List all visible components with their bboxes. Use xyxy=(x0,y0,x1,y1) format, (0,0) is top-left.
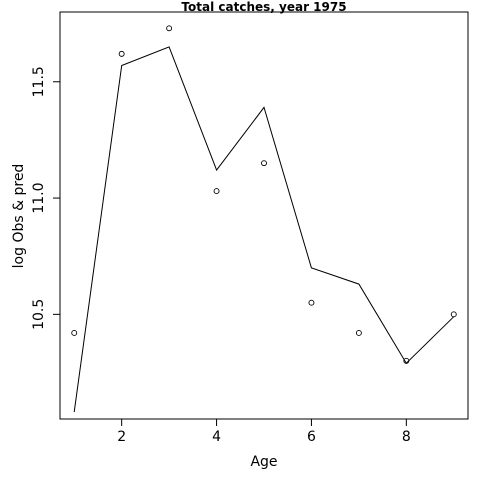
x-axis-label: Age xyxy=(250,454,277,470)
x-axis: 2 4 6 8 xyxy=(117,418,411,445)
x-tick-label: 8 xyxy=(402,429,411,445)
y-axis: 10.5 11.0 11.5 xyxy=(31,66,61,330)
observed-point xyxy=(450,311,457,318)
x-tick-label: 6 xyxy=(307,429,316,445)
observed-point xyxy=(213,188,220,195)
observed-point xyxy=(308,299,315,306)
x-tick-label: 2 xyxy=(117,429,126,445)
x-tick-label: 4 xyxy=(212,429,221,445)
y-tick-label: 11.5 xyxy=(31,66,47,97)
y-axis-label: log Obs & pred xyxy=(11,164,27,269)
observed-point xyxy=(166,25,173,32)
observed-points-series xyxy=(71,25,457,364)
observed-point xyxy=(71,329,78,336)
observed-point xyxy=(355,329,362,336)
y-tick-label: 10.5 xyxy=(31,299,47,330)
predicted-line xyxy=(73,46,455,413)
y-tick-label: 11.0 xyxy=(31,182,47,213)
observed-point xyxy=(403,357,410,364)
observed-point xyxy=(261,160,267,167)
predicted-line-series xyxy=(73,46,455,413)
observed-point xyxy=(118,50,125,57)
chart-title: Total catches, year 1975 xyxy=(181,0,346,14)
